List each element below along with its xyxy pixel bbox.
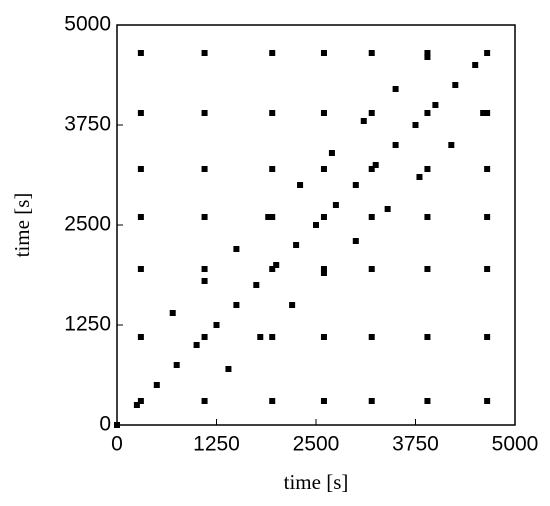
point bbox=[137, 166, 144, 172]
point bbox=[320, 266, 327, 272]
point bbox=[253, 282, 260, 288]
point bbox=[484, 334, 491, 340]
x-tick-label: 1250 bbox=[193, 433, 240, 456]
point bbox=[424, 50, 431, 56]
y-tick-label: 5000 bbox=[64, 13, 111, 36]
point bbox=[293, 242, 300, 248]
point bbox=[432, 102, 439, 108]
point bbox=[169, 310, 176, 316]
point bbox=[233, 246, 240, 252]
point bbox=[201, 50, 208, 56]
point bbox=[472, 62, 479, 68]
point bbox=[368, 334, 375, 340]
point bbox=[297, 182, 304, 188]
point bbox=[424, 214, 431, 220]
point bbox=[313, 222, 319, 228]
point bbox=[201, 398, 208, 404]
point bbox=[368, 398, 375, 404]
point bbox=[368, 214, 375, 220]
point bbox=[424, 334, 431, 340]
point bbox=[257, 334, 264, 340]
point bbox=[269, 398, 276, 404]
x-tick-label: 2500 bbox=[293, 433, 340, 456]
point bbox=[332, 202, 339, 208]
point bbox=[452, 82, 459, 88]
point bbox=[137, 266, 144, 272]
point bbox=[328, 150, 335, 156]
point bbox=[484, 266, 491, 272]
point bbox=[114, 422, 120, 428]
point bbox=[368, 166, 375, 172]
point bbox=[416, 174, 423, 180]
point bbox=[424, 54, 431, 60]
point bbox=[137, 110, 144, 116]
point bbox=[213, 322, 220, 328]
point bbox=[137, 398, 144, 404]
point bbox=[201, 278, 208, 284]
point bbox=[384, 206, 391, 212]
point bbox=[173, 362, 180, 368]
point bbox=[320, 398, 327, 404]
point bbox=[269, 50, 276, 56]
point bbox=[320, 110, 327, 116]
point bbox=[137, 50, 144, 56]
y-tick-label: 1250 bbox=[64, 313, 111, 336]
point bbox=[320, 270, 327, 276]
point bbox=[201, 166, 208, 172]
point bbox=[424, 398, 431, 404]
point bbox=[193, 342, 200, 348]
point bbox=[424, 166, 431, 172]
point bbox=[269, 166, 276, 172]
y-tick-label: 0 bbox=[99, 413, 111, 436]
point bbox=[320, 166, 327, 172]
point bbox=[153, 382, 160, 388]
point bbox=[137, 214, 144, 220]
x-tick-label: 3750 bbox=[392, 433, 439, 456]
point bbox=[265, 214, 272, 220]
point bbox=[201, 214, 208, 220]
point bbox=[484, 50, 491, 56]
point bbox=[233, 302, 240, 308]
y-axis-label: time [s] bbox=[10, 193, 34, 258]
point bbox=[201, 334, 208, 340]
x-tick-label: 5000 bbox=[492, 433, 539, 456]
point bbox=[392, 86, 399, 92]
point bbox=[225, 366, 232, 372]
point bbox=[368, 50, 375, 56]
point bbox=[320, 50, 327, 56]
point bbox=[480, 110, 487, 116]
x-axis-label: time [s] bbox=[284, 470, 349, 494]
point bbox=[201, 266, 208, 272]
x-tick-label: 0 bbox=[111, 433, 123, 456]
point bbox=[360, 118, 367, 124]
point bbox=[484, 166, 491, 172]
y-tick-label: 3750 bbox=[64, 113, 111, 136]
point bbox=[137, 334, 144, 340]
point bbox=[484, 398, 491, 404]
point bbox=[269, 334, 276, 340]
point bbox=[269, 266, 276, 272]
point bbox=[484, 110, 491, 116]
point bbox=[320, 214, 327, 220]
point bbox=[320, 334, 327, 340]
point bbox=[289, 302, 296, 308]
point bbox=[352, 238, 359, 244]
point bbox=[368, 110, 375, 116]
point bbox=[269, 110, 276, 116]
point bbox=[448, 142, 455, 148]
point bbox=[484, 214, 491, 220]
point bbox=[201, 110, 208, 116]
point bbox=[273, 262, 280, 268]
point bbox=[412, 122, 419, 128]
point bbox=[133, 402, 140, 408]
point bbox=[372, 162, 379, 168]
point bbox=[392, 142, 399, 148]
point bbox=[424, 266, 431, 272]
y-tick-label: 2500 bbox=[64, 213, 111, 236]
point bbox=[269, 214, 276, 220]
point bbox=[352, 182, 359, 188]
point bbox=[424, 110, 431, 116]
point bbox=[368, 266, 375, 272]
